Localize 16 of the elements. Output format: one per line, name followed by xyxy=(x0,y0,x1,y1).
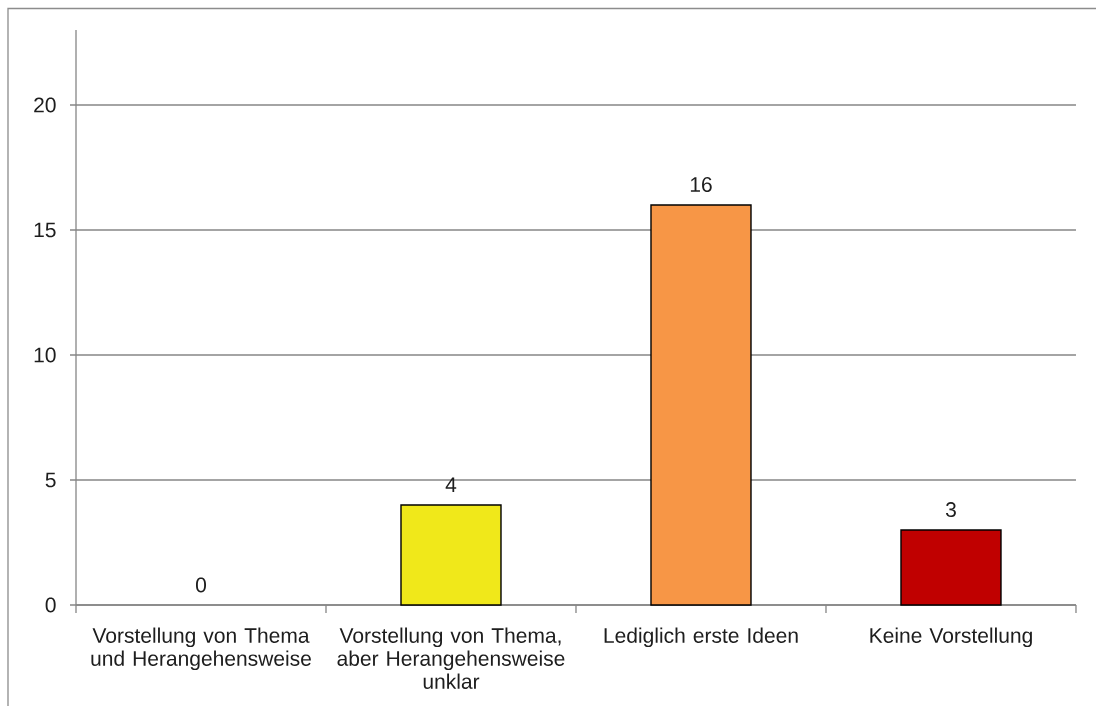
bar xyxy=(400,504,502,606)
x-tick-label: Lediglich erste Ideen xyxy=(604,627,798,648)
data-label: 0 xyxy=(195,577,207,593)
y-tick-label: 10 xyxy=(34,347,56,363)
y-tick-label: 20 xyxy=(34,97,56,113)
x-tick-label: Vorstellung von Thema und Herangehensweise xyxy=(91,627,311,671)
data-label: 4 xyxy=(445,477,457,492)
y-tick-label: 15 xyxy=(34,222,56,238)
y-tick-label: 5 xyxy=(45,472,56,488)
y-tick-label: 0 xyxy=(45,597,56,613)
data-label: 16 xyxy=(690,177,712,192)
x-tick-label: Vorstellung von Thema, aber Herangehensweise unklar xyxy=(337,627,565,689)
x-tick-label: Keine Vorstellung xyxy=(870,627,1032,648)
data-label: 3 xyxy=(945,502,956,517)
bar xyxy=(650,204,752,606)
bar xyxy=(900,529,1002,606)
